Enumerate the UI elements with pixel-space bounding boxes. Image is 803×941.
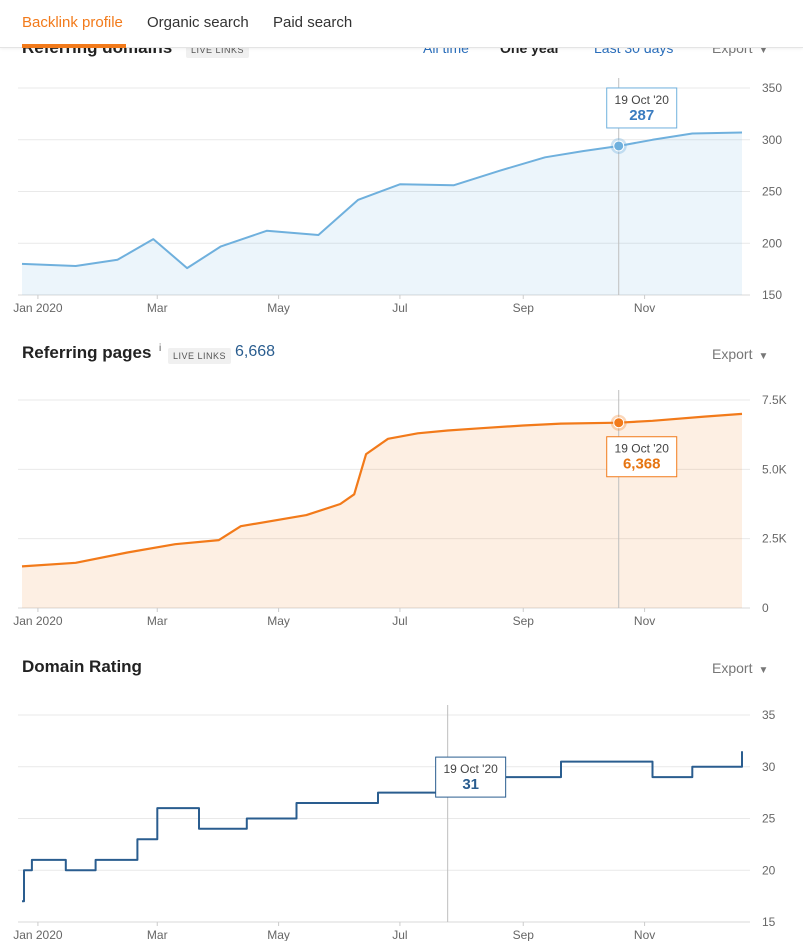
tooltip-box — [606, 436, 678, 478]
x-tick-label: Jan 2020 — [13, 614, 63, 628]
x-tick-label: Mar — [147, 301, 168, 315]
y-tick-label: 150 — [762, 288, 782, 302]
export-button-pages[interactable]: Export ▼ — [712, 346, 769, 362]
x-tick-label: Jan 2020 — [13, 928, 63, 941]
y-tick-label: 35 — [762, 708, 776, 722]
referring-pages-chart: 0 2.5K 5.0K 7.5K Jan 2020 Mar May Jul Sep Nov 19 O… — [13, 390, 787, 628]
y-tick-label: 200 — [762, 236, 782, 250]
caret-down-icon: ▼ — [758, 45, 769, 56]
tooltip-date: 19 Oct '20 — [443, 762, 498, 776]
y-tick-label: 5.0K — [762, 462, 787, 476]
x-tick-label: May — [267, 614, 290, 628]
y-tick-label: 20 — [762, 863, 776, 877]
x-tick-label: Sep — [513, 301, 535, 315]
x-tick-label: Sep — [513, 928, 535, 941]
y-tick-label: 25 — [762, 812, 776, 826]
referring-pages-count: 6,668 — [235, 343, 276, 360]
series-line — [21, 131, 743, 270]
x-tick-label: Mar — [147, 614, 168, 628]
hover-point — [613, 140, 625, 152]
y-tick-label: 300 — [762, 133, 782, 147]
tab-backlink-profile[interactable]: Backlink profile — [22, 14, 123, 31]
x-tick-label: Jul — [392, 928, 407, 941]
x-tick-label: Nov — [634, 928, 655, 941]
y-tick-label: 2.5K — [762, 532, 787, 546]
tab-bar: Backlink profile Organic search Paid sea… — [0, 0, 803, 48]
tooltip-date: 19 Oct '20 — [615, 93, 670, 107]
x-tick-label: Sep — [513, 614, 535, 628]
tab-organic-search[interactable]: Organic search — [147, 14, 249, 31]
info-icon[interactable]: i — [159, 343, 162, 354]
y-tick-label: 350 — [762, 81, 782, 95]
active-tab-indicator — [22, 44, 126, 48]
caret-down-icon: ▼ — [758, 351, 769, 362]
x-tick-label: May — [267, 928, 290, 941]
hover-point — [613, 417, 625, 429]
referring-pages-title: Referring pages — [22, 343, 152, 362]
series-area — [22, 413, 742, 608]
domain-rating-chart: 15 20 25 30 35 Jan 2020 Mar May Jul Sep Nov 19 Oct … — [13, 705, 776, 941]
series-area — [22, 132, 742, 295]
export-button-rating[interactable]: Export ▼ — [712, 660, 769, 676]
y-tick-label: 30 — [762, 760, 776, 774]
y-tick-label: 7.5K — [762, 393, 787, 407]
x-tick-label: Jan 2020 — [13, 301, 63, 315]
series-line — [21, 412, 743, 568]
y-tick-label: 15 — [762, 915, 776, 929]
tooltip-value: 6,368 — [623, 456, 661, 473]
live-links-badge: LIVE LINKS — [168, 348, 232, 364]
caret-down-icon: ▼ — [758, 665, 769, 676]
tooltip-box — [435, 756, 507, 798]
x-tick-label: Jul — [392, 301, 407, 315]
tooltip-value: 287 — [629, 107, 654, 124]
x-tick-label: Nov — [634, 301, 655, 315]
tooltip-date: 19 Oct '20 — [615, 442, 670, 456]
series-line — [22, 751, 743, 903]
tab-paid-search[interactable]: Paid search — [273, 14, 353, 31]
y-tick-label: 250 — [762, 185, 782, 199]
tooltip-box — [606, 87, 678, 129]
x-tick-label: Mar — [147, 928, 168, 941]
x-tick-label: May — [267, 301, 290, 315]
tooltip-value: 31 — [462, 776, 479, 793]
domain-rating-title: Domain Rating — [22, 657, 142, 676]
referring-domains-chart: 150 200 250 300 350 Jan 2020 Mar May Jul Sep Nov 19… — [13, 78, 782, 315]
y-tick-label: 0 — [762, 601, 769, 615]
x-tick-label: Nov — [634, 614, 655, 628]
x-tick-label: Jul — [392, 614, 407, 628]
